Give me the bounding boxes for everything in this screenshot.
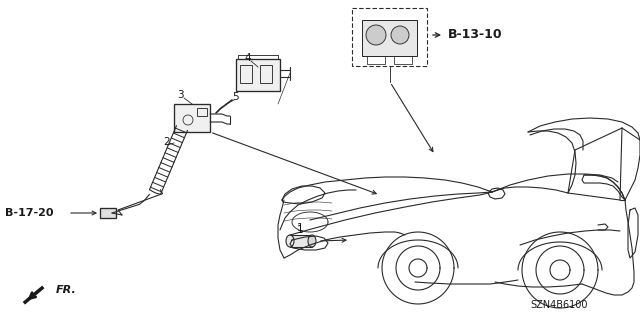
Bar bbox=[367, 56, 385, 64]
Text: 3: 3 bbox=[177, 90, 183, 100]
Text: 2: 2 bbox=[164, 137, 170, 147]
Text: 1: 1 bbox=[297, 225, 303, 235]
Ellipse shape bbox=[286, 235, 294, 247]
Ellipse shape bbox=[308, 235, 316, 247]
Circle shape bbox=[391, 26, 409, 44]
Bar bbox=[352, 8, 427, 66]
Bar bbox=[174, 104, 210, 132]
Text: 1: 1 bbox=[297, 223, 303, 233]
Circle shape bbox=[366, 25, 386, 45]
Bar bbox=[236, 59, 280, 91]
Text: B-13-10: B-13-10 bbox=[448, 28, 502, 41]
Bar bbox=[260, 65, 272, 83]
Text: SZN4B6100: SZN4B6100 bbox=[530, 300, 588, 310]
Bar bbox=[362, 20, 417, 56]
Bar bbox=[240, 65, 252, 83]
Bar bbox=[100, 208, 116, 218]
Text: B-17-20: B-17-20 bbox=[5, 208, 54, 218]
Bar bbox=[290, 235, 312, 247]
Text: 5: 5 bbox=[232, 92, 239, 102]
Bar bbox=[394, 56, 412, 64]
Text: FR.: FR. bbox=[56, 285, 77, 295]
Text: 4: 4 bbox=[244, 53, 252, 63]
Bar bbox=[197, 108, 207, 116]
